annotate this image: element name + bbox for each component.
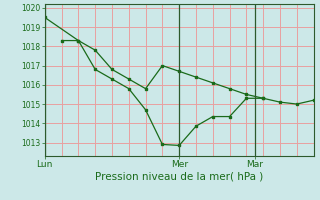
X-axis label: Pression niveau de la mer( hPa ): Pression niveau de la mer( hPa ) [95,172,263,182]
